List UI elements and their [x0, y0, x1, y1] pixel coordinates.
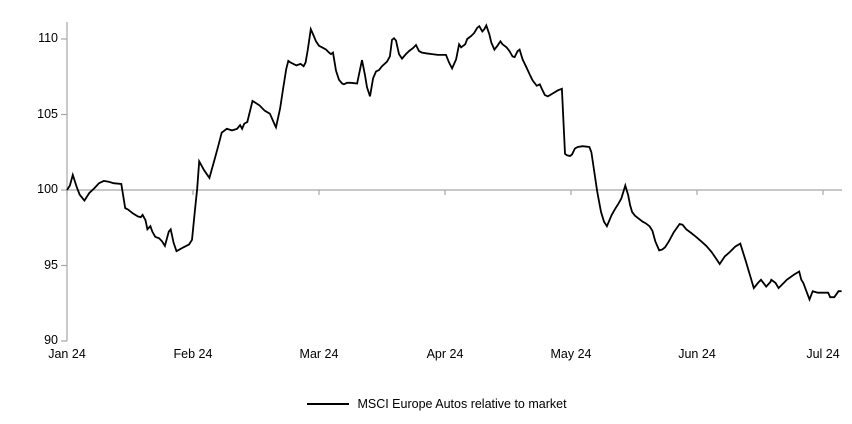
- x-axis-label-may-24: May 24: [550, 347, 592, 361]
- x-axis-label-feb-24: Feb 24: [173, 347, 213, 361]
- x-axis-label-jan-24: Jan 24: [48, 347, 86, 361]
- legend-label: MSCI Europe Autos relative to market: [357, 397, 567, 411]
- series-line-msci-europe-autos: [66, 23, 842, 303]
- x-axis-label-mar-24: Mar 24: [299, 347, 339, 361]
- y-axis-label-95: 95: [44, 257, 58, 272]
- x-axis-label-apr-24: Apr 24: [426, 347, 464, 361]
- y-axis-label-90: 90: [44, 333, 58, 347]
- legend: MSCI Europe Autos relative to market: [0, 395, 852, 413]
- legend-line-swatch: [307, 403, 350, 405]
- x-axis-label-jul-24: Jul 24: [806, 347, 840, 361]
- y-axis-label-100: 100: [37, 182, 58, 196]
- x-axis-label-jun-24: Jun 24: [678, 347, 716, 361]
- y-axis-label-105: 105: [37, 106, 58, 121]
- y-axis-label-110: 110: [38, 31, 58, 45]
